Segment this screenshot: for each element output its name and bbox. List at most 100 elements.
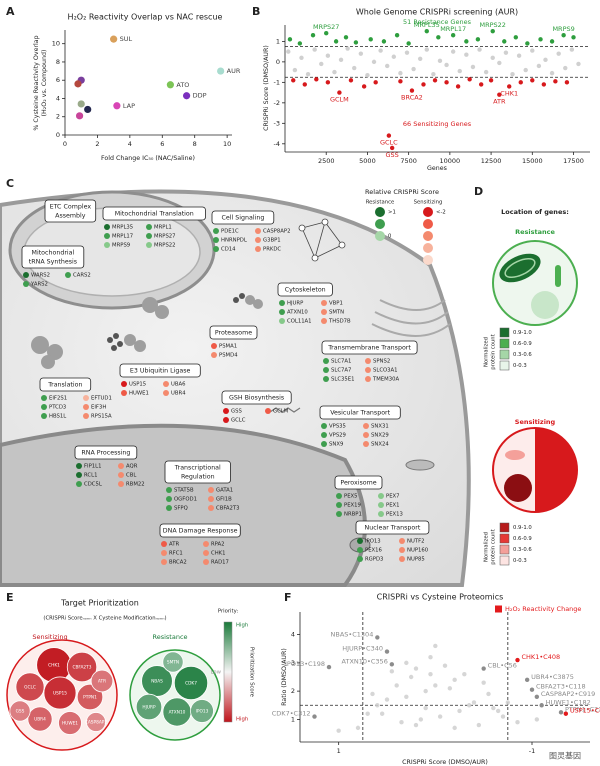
data-point — [319, 61, 324, 67]
gene-dot — [279, 300, 285, 306]
data-point — [529, 687, 535, 692]
group-title: Nuclear Transport — [365, 525, 421, 532]
gene-name: G3BP1 — [263, 238, 281, 244]
point-label: CHK1 — [500, 89, 518, 97]
x-tick-label: 6 — [160, 140, 164, 148]
gene-dot — [104, 233, 110, 239]
data-point — [332, 69, 337, 75]
gene-dot — [365, 358, 371, 364]
x-tick-label: 15000 — [522, 157, 543, 165]
group-box — [102, 206, 206, 221]
group-heading: Sensitizing — [515, 418, 556, 426]
x-axis-label: CRISPRi Score (DMSO/AUR) — [402, 759, 488, 766]
gene-name: FIP1L1 — [84, 464, 102, 470]
data-point — [302, 82, 307, 87]
gene-name: PTCD3 — [49, 405, 66, 411]
gene-name: MRPS27 — [154, 234, 176, 240]
data-point — [375, 635, 380, 640]
gene-name: CDC5L — [84, 482, 102, 488]
point-label: AUR — [227, 67, 241, 75]
bubble-label: UBR4 — [34, 717, 46, 723]
gene-dot — [213, 228, 219, 234]
x-tick-label: 7500 — [400, 157, 417, 165]
point-label: MRPS9 — [552, 25, 574, 33]
gene-name: RFC1 — [169, 551, 183, 557]
data-point — [75, 112, 84, 120]
data-point — [421, 82, 426, 87]
data-point — [569, 47, 575, 52]
group-box — [221, 390, 292, 405]
point-label: NBAS•C1304 — [331, 630, 374, 638]
gene-name: NUP85 — [407, 557, 425, 563]
gene-name: PEX13 — [386, 512, 403, 518]
data-point — [518, 80, 523, 85]
group-box — [44, 199, 97, 223]
bubble — [43, 676, 77, 710]
legend-label: 0.3-0.6 — [513, 547, 532, 553]
group-heading: Sensitizing — [32, 633, 67, 641]
y-tick-label: -3 — [274, 119, 280, 127]
gene-name: YARS2 — [30, 282, 48, 288]
data-point — [475, 37, 481, 42]
data-point — [488, 78, 494, 83]
data-point — [428, 671, 433, 677]
data-point — [450, 33, 456, 38]
data-point — [515, 657, 520, 663]
data-point — [343, 35, 349, 40]
panel-label: F — [284, 591, 292, 604]
gene-dot — [146, 224, 152, 230]
data-point — [470, 64, 476, 70]
y-tick-label: -2 — [274, 99, 280, 107]
gene-dot — [211, 352, 217, 358]
gene-name: SLC35E1 — [331, 377, 354, 383]
legend-label: 0.6-0.9 — [513, 536, 532, 542]
gene-dot — [323, 358, 329, 364]
gene-dot — [321, 318, 327, 324]
group-title: GSH Biosynthesis — [229, 395, 284, 402]
group-box — [334, 475, 383, 490]
bubble — [173, 665, 209, 701]
data-point — [431, 71, 436, 77]
gene-name: MRPL17 — [112, 234, 133, 240]
group-title: ETC Complex — [50, 204, 92, 211]
data-point — [345, 46, 350, 51]
data-point — [505, 700, 511, 705]
gene-name: NRBP1 — [344, 512, 362, 518]
point-label: CDK7•C312 — [272, 710, 311, 718]
gene-name: PEX1 — [386, 503, 400, 509]
gene-name: MRPL1 — [154, 225, 172, 231]
data-point — [404, 694, 409, 699]
data-point — [571, 35, 576, 40]
bubble-label: CHK1 — [48, 663, 60, 669]
data-point — [464, 39, 469, 44]
legend-label: 0.9-1.0 — [513, 330, 532, 336]
data-point — [564, 80, 570, 85]
data-point — [464, 52, 469, 57]
gene-name: SPNS2 — [373, 359, 390, 365]
data-point — [385, 63, 390, 69]
data-point — [423, 688, 428, 694]
group-heading: Resistance — [515, 228, 555, 236]
panel-title: Location of genes: — [501, 208, 569, 216]
colorbar-label: Low — [211, 670, 222, 676]
legend-swatch — [499, 544, 510, 555]
data-point — [314, 77, 319, 82]
data-point — [510, 71, 515, 77]
gene-name: EFTUD1 — [91, 396, 112, 402]
legend-dot — [423, 243, 433, 253]
gene-name: SNX31 — [371, 424, 389, 430]
data-point — [452, 725, 457, 731]
point-label: SUL — [120, 35, 133, 43]
data-point — [391, 54, 397, 59]
colorbar-label: High — [236, 623, 248, 629]
data-point — [398, 79, 403, 84]
gene-name: RAD17 — [211, 560, 229, 566]
data-point — [371, 59, 377, 65]
gene-dot — [118, 481, 124, 487]
group-title: Vesicular Transport — [330, 410, 390, 417]
group-box — [119, 363, 201, 378]
data-point — [386, 133, 392, 138]
data-point — [310, 33, 316, 38]
data-point — [325, 80, 331, 85]
